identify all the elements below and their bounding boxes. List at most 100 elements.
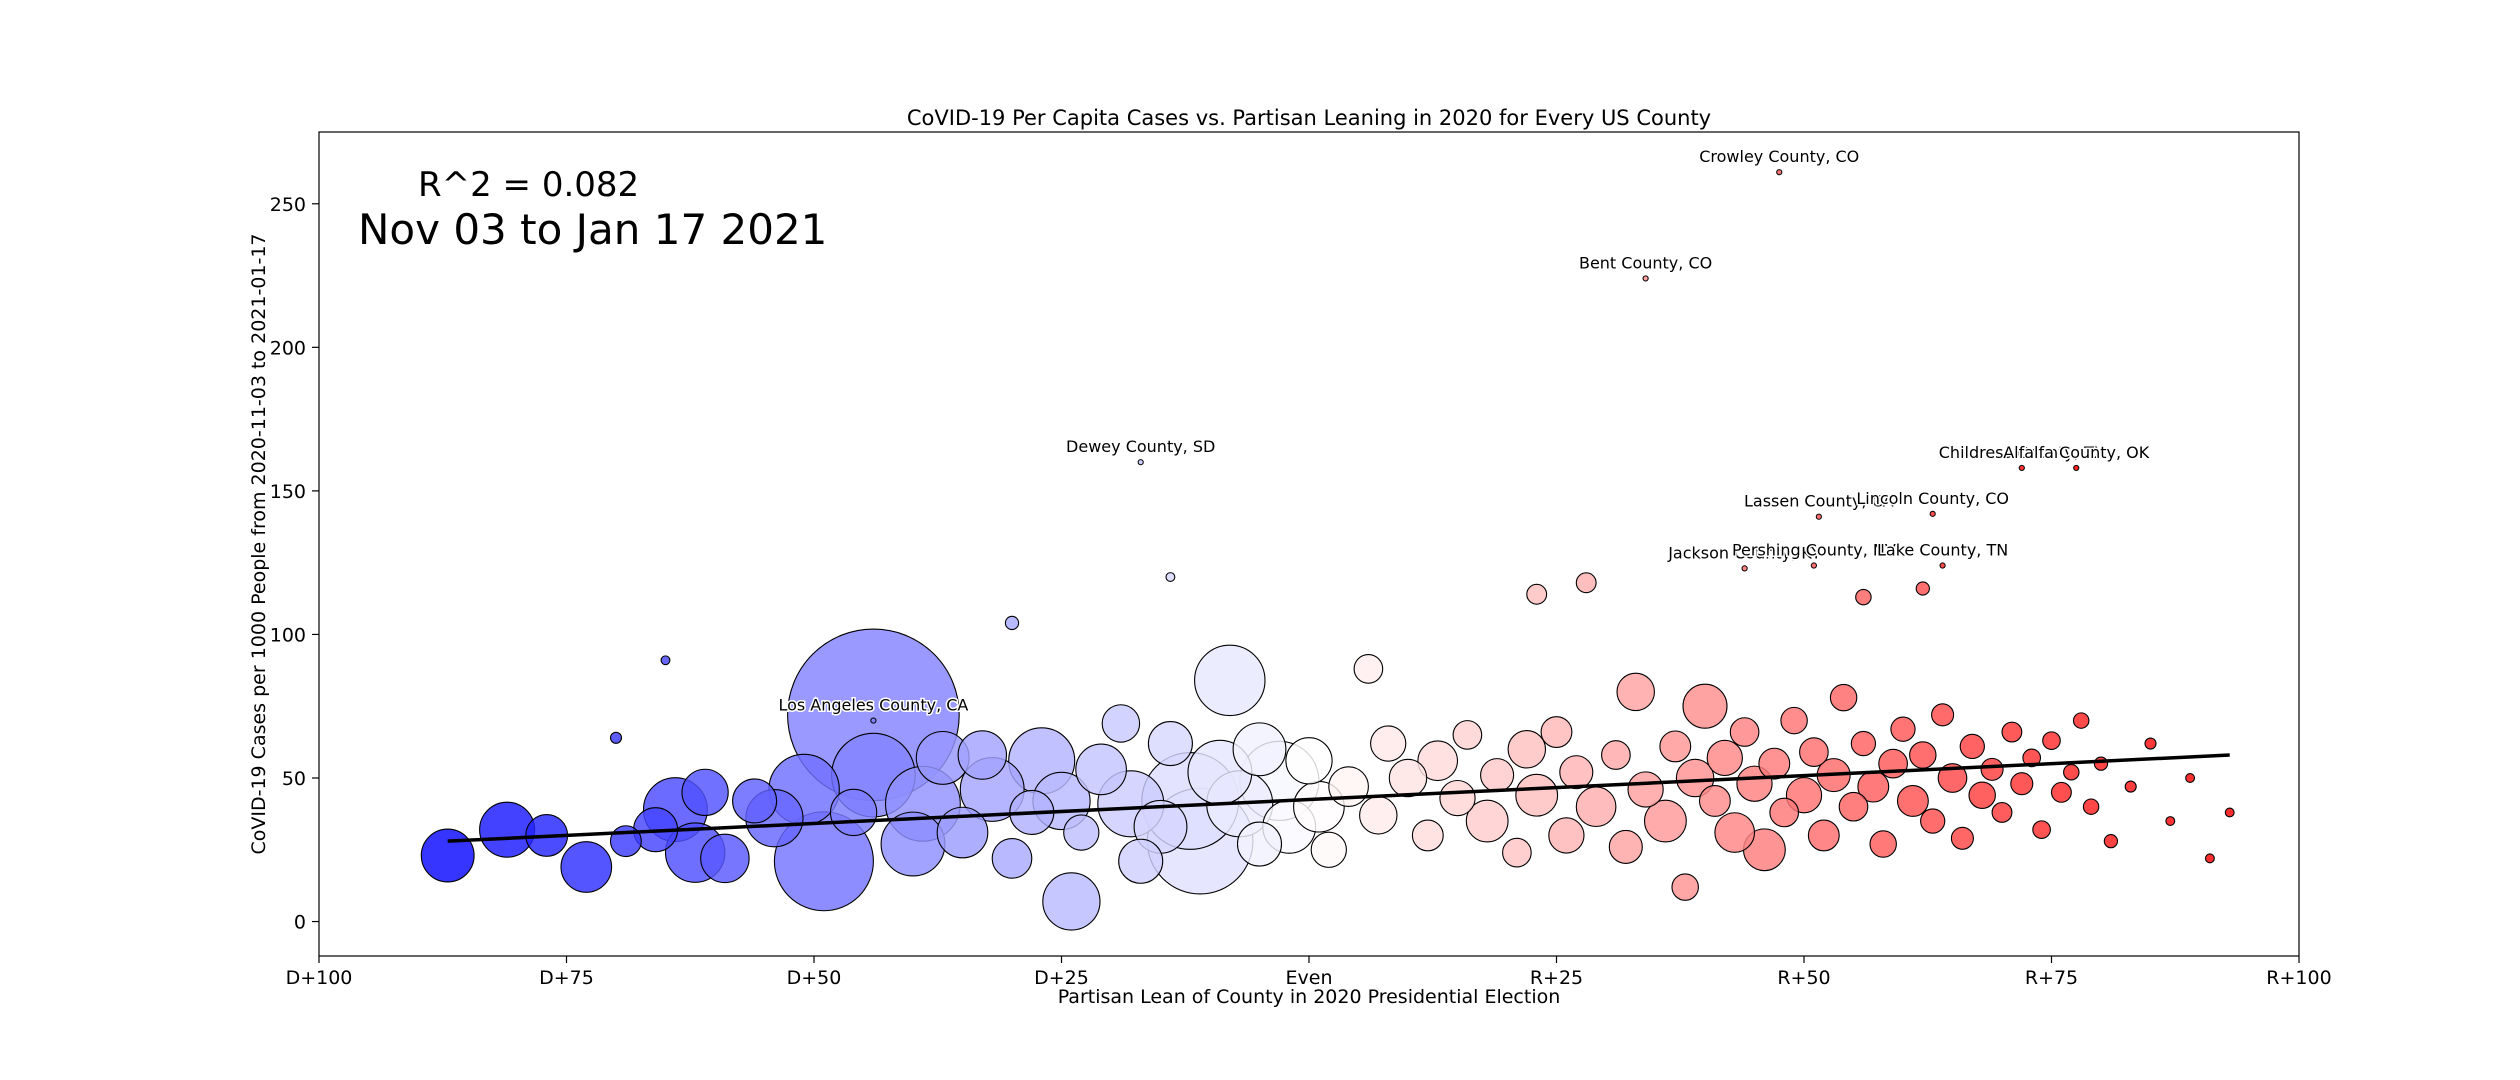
county-point <box>1850 730 1877 757</box>
points-layer <box>420 572 2235 931</box>
county-point <box>2072 712 2090 729</box>
x-tick-label: R+75 <box>2025 967 2078 989</box>
trend-line <box>447 753 2230 843</box>
y-axis-label: CoVID-19 Cases per 1000 People from 2020… <box>248 233 270 854</box>
county-label: Dewey County, SD <box>1066 437 1215 456</box>
y-tick-label: 250 <box>270 194 306 216</box>
county-label: Alfalfa County, OK <box>2003 443 2150 462</box>
trend-line-layer <box>447 753 2230 843</box>
county-point <box>1370 725 1407 762</box>
county-point <box>1559 755 1594 790</box>
county-point <box>2050 781 2072 803</box>
county-point <box>2185 773 2196 783</box>
county-point <box>1310 831 1347 868</box>
county-point <box>991 838 1033 879</box>
chart-title: CoVID-19 Per Capita Cases vs. Partisan L… <box>907 106 1711 130</box>
county-point <box>2001 721 2023 743</box>
county-point <box>560 841 613 893</box>
county-point <box>1417 740 1459 782</box>
y-tick-label: 0 <box>294 912 306 934</box>
county-label: Lake County, TN <box>1877 541 2008 560</box>
county-point <box>2022 748 2042 768</box>
county-point <box>1643 799 1687 843</box>
county-point <box>1465 799 1509 843</box>
county-point <box>1285 737 1333 785</box>
county-point <box>2144 737 2157 750</box>
county-point <box>2103 834 2119 849</box>
county-label: Pershing County, NV <box>1732 541 1896 560</box>
x-tick-label: D+100 <box>286 967 353 989</box>
county-point <box>1452 720 1483 750</box>
county-label: Crowley County, CO <box>1699 147 1859 166</box>
labeled-county-point <box>1815 513 1822 520</box>
county-point <box>1328 766 1369 807</box>
county-point <box>2010 772 2034 796</box>
county-point <box>1671 873 1699 901</box>
x-tick-label: D+50 <box>787 967 842 989</box>
county-point <box>420 828 475 883</box>
y-tick-label: 200 <box>270 337 306 359</box>
labeled-county-point <box>1810 562 1818 569</box>
county-point <box>829 788 878 837</box>
county-point <box>700 833 750 884</box>
county-point <box>1659 730 1692 763</box>
county-point <box>1980 757 2004 781</box>
x-tick-label: R+25 <box>1530 967 1583 989</box>
county-point <box>1616 672 1655 712</box>
labeled-county-point <box>1776 169 1783 176</box>
labeled-county-point <box>1642 275 1649 282</box>
county-point <box>1502 837 1532 868</box>
y-tick-label: 50 <box>282 768 306 790</box>
county-point <box>2165 816 2176 827</box>
x-tick-label: Even <box>1286 967 1333 989</box>
county-point <box>1063 814 1100 851</box>
county-label: Lincoln County, CO <box>1856 489 2009 508</box>
x-axis-label: Partisan Lean of County in 2020 Presiden… <box>1058 986 1561 1008</box>
date-range-annotation: Nov 03 to Jan 17 2021 <box>358 205 827 254</box>
county-point <box>1601 740 1631 770</box>
county-point <box>1698 785 1731 817</box>
county-point <box>1194 644 1266 717</box>
county-point <box>1575 572 1597 594</box>
county-point <box>1991 801 2013 823</box>
county-point <box>1909 741 1937 769</box>
county-point <box>609 731 623 744</box>
county-point <box>2093 756 2109 771</box>
annotation-layer: Crowley County, CO Bent County, CO Dewey C… <box>777 146 2151 724</box>
county-point <box>2032 820 2051 840</box>
county-point <box>1548 817 1585 854</box>
county-point <box>1931 703 1955 727</box>
county-point <box>1729 717 1760 747</box>
labeled-county-point <box>1741 565 1748 572</box>
county-label: Bent County, CO <box>1579 253 1712 272</box>
county-point <box>681 768 729 816</box>
labeled-county-point <box>1929 510 1936 517</box>
county-point <box>880 811 946 877</box>
county-point <box>1480 758 1515 793</box>
county-point <box>2204 853 2215 864</box>
county-point <box>1714 812 1756 853</box>
county-point <box>1118 838 1164 884</box>
county-point <box>1807 819 1840 852</box>
county-point <box>1896 785 1929 817</box>
county-label: Childress County, TX <box>1939 443 2105 462</box>
y-tick-label: 100 <box>270 624 306 646</box>
labeled-county-point <box>1939 562 1946 569</box>
county-point <box>1758 747 1791 780</box>
county-point <box>1769 797 1800 828</box>
county-point <box>1575 786 1617 828</box>
county-point <box>1042 872 1101 931</box>
county-point <box>1855 588 1872 606</box>
county-point <box>1075 743 1127 796</box>
county-point <box>2082 798 2100 815</box>
county-point <box>1526 583 1548 605</box>
county-label: Lassen County, CA <box>1744 492 1894 511</box>
county-point <box>1799 737 1829 768</box>
county-point <box>1232 722 1287 777</box>
county-point <box>1439 779 1476 817</box>
county-point <box>1236 821 1283 867</box>
county-point <box>2224 807 2235 818</box>
county-point <box>1359 796 1398 835</box>
county-point <box>936 806 989 859</box>
